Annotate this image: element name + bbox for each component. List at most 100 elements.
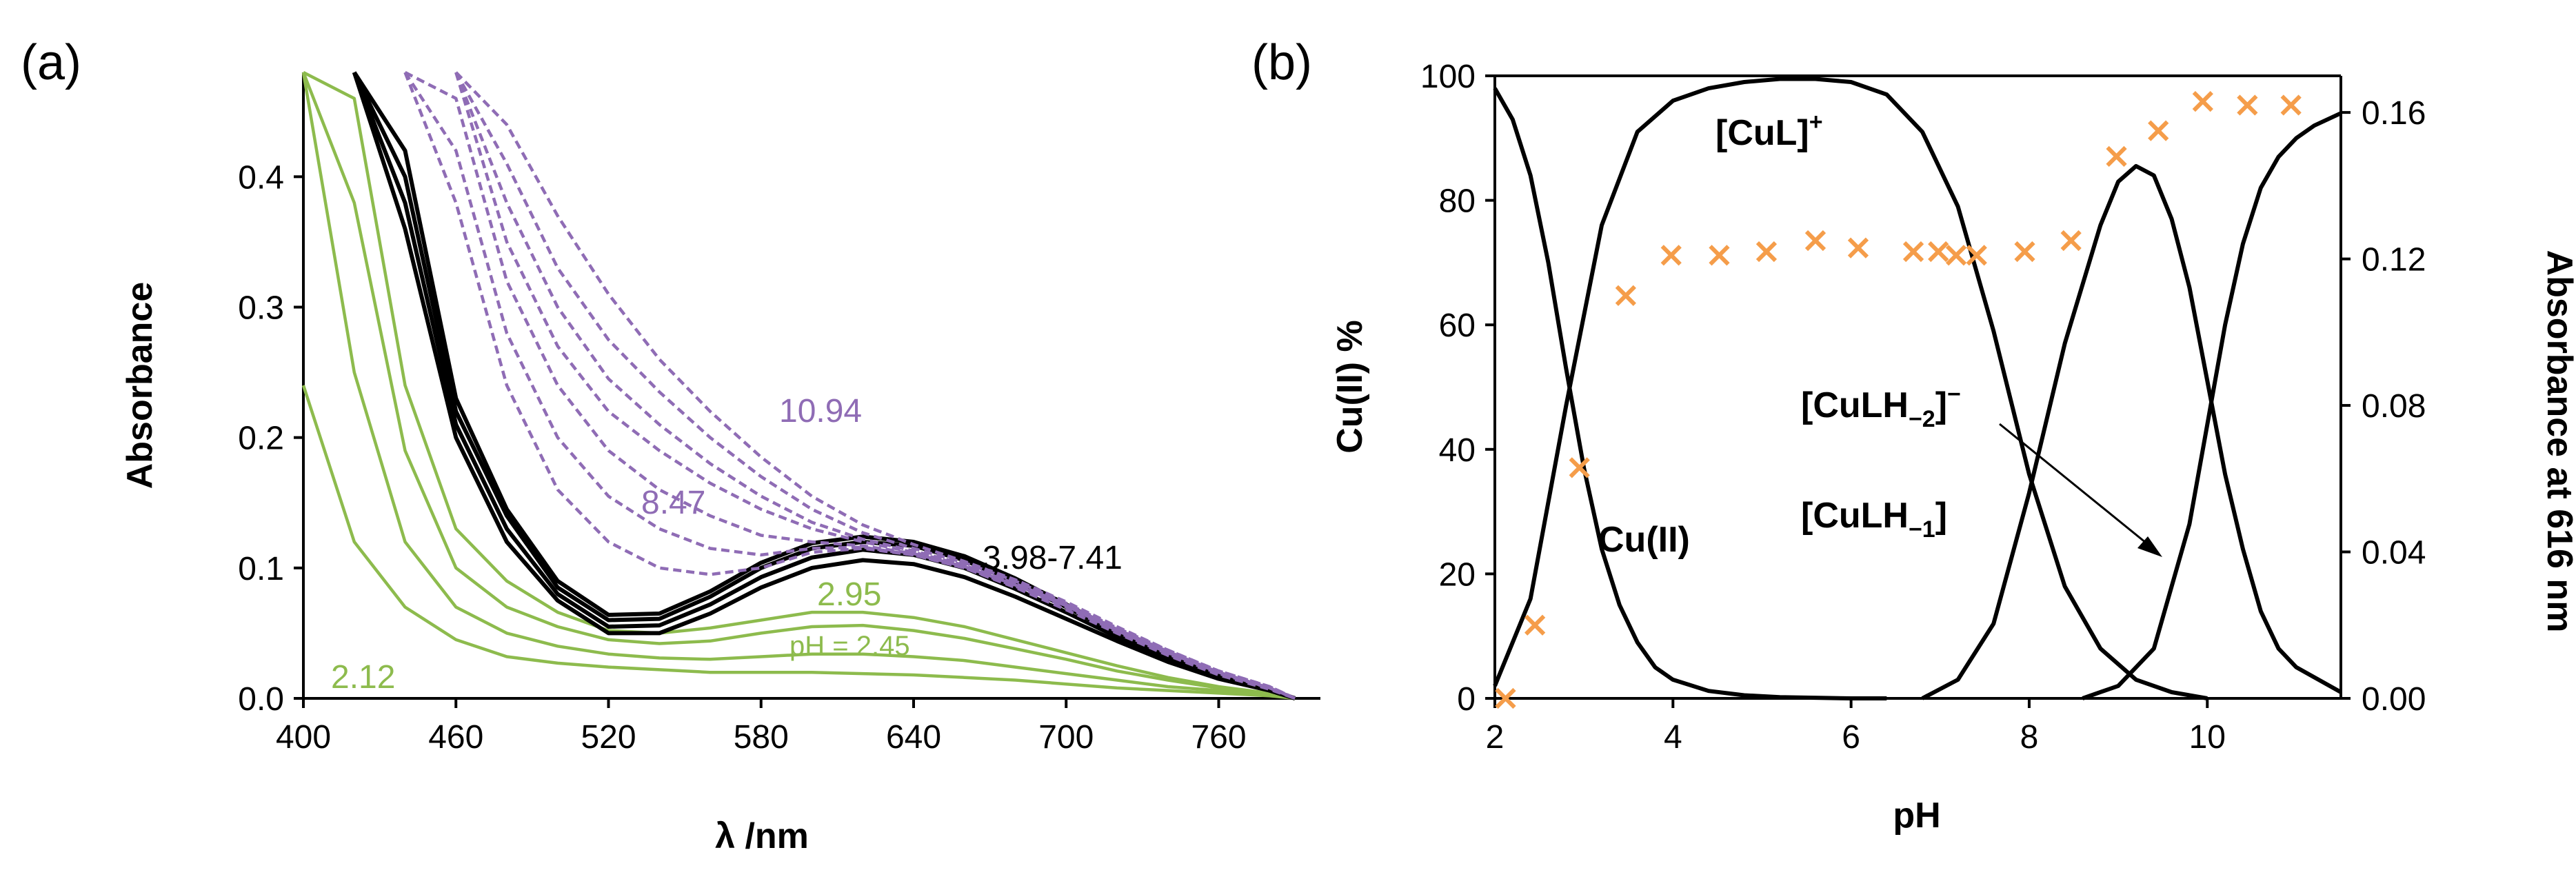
absorbance-point-stroke <box>1755 241 1778 263</box>
panel-b-y-title: Cu(II) % <box>1330 320 1370 454</box>
absorbance-point <box>2192 91 2213 112</box>
absorbance-point-stroke <box>2148 120 2169 141</box>
absorbance-point-stroke <box>1569 457 1590 478</box>
series-line-purple <box>454 71 1296 700</box>
x-tick-label: 10 <box>2189 719 2226 756</box>
y-tick-label: 60 <box>1439 307 1476 344</box>
absorbance-point <box>2014 241 2035 263</box>
species-label-culh2-text: [CuLH <box>1801 385 1909 425</box>
absorbance-point <box>2060 230 2082 252</box>
x-tick-label: 2 <box>1486 719 1505 756</box>
absorbance-point <box>1660 245 1682 266</box>
x-tick-label: 700 <box>1038 719 1094 756</box>
y-tick-label: 0.0 <box>238 681 284 718</box>
absorbance-point-stroke <box>1709 245 1730 266</box>
y-tick-label: 0.3 <box>238 290 284 327</box>
species-label-culh2-close: ] <box>1935 385 1947 425</box>
species-label-culh1-text: [CuLH <box>1801 496 1909 536</box>
y2-tick-label: 0.04 <box>2362 535 2426 572</box>
absorbance-point-stroke <box>2106 145 2127 167</box>
absorbance-point <box>1495 687 1516 709</box>
data-annotation: 2.95 <box>817 576 881 613</box>
x-tick-label: 640 <box>886 719 941 756</box>
y-tick-label: 40 <box>1439 432 1476 469</box>
x-tick-label: 520 <box>581 719 636 756</box>
absorbance-point-stroke <box>1660 245 1682 266</box>
x-tick-label: 400 <box>276 719 331 756</box>
series-line-black <box>352 72 1296 700</box>
species-arrow-line <box>1999 423 2157 553</box>
species-label-cul-text: [CuL] <box>1715 113 1809 153</box>
absorbance-point-stroke <box>1804 230 1827 252</box>
panel-b-y2-title: Absorbance at 616 nm <box>2539 250 2576 633</box>
y2-tick-label: 0.12 <box>2362 242 2426 279</box>
species-label-cul-sup: + <box>1809 109 1823 135</box>
absorbance-point <box>1804 230 1827 252</box>
series-line-purple <box>403 72 1296 700</box>
species-label-culh2: [CuLH−2]− <box>1801 381 1961 432</box>
absorbance-point <box>1966 245 1987 266</box>
species-label-culh1-sub: −1 <box>1909 516 1935 543</box>
series-line-green <box>301 385 1296 700</box>
panel-a-plot: 400 460 520 580 640 700 760 0.0 0.1 0.2 0.3 0.4 λ /… <box>120 70 1320 856</box>
species-label-culh2-sub: −2 <box>1909 406 1935 432</box>
species-label-culh1-close: ] <box>1935 496 1947 536</box>
absorbance-point <box>1569 457 1590 478</box>
panel-a-y-title: Absorbance <box>120 282 160 489</box>
species-label-culh2-sup: − <box>1947 381 1961 407</box>
absorbance-point <box>1755 241 1778 263</box>
series-line-green <box>302 70 1296 700</box>
y-tick-label: 20 <box>1439 556 1476 593</box>
absorbance-point <box>1709 245 1730 266</box>
panel-a-x-title: λ /nm <box>715 816 809 856</box>
absorbance-point-stroke <box>1945 245 1967 266</box>
y-tick-label: 0.2 <box>238 421 284 457</box>
absorbance-point-stroke <box>1847 237 1869 259</box>
species-curve <box>1493 87 1887 700</box>
absorbance-point-stroke <box>1966 245 1987 266</box>
y-tick-label: 0 <box>1457 681 1476 718</box>
species-curve <box>2082 111 2342 700</box>
absorbance-point <box>1524 614 1546 636</box>
series-line-green <box>301 72 1296 700</box>
x-tick-label: 760 <box>1191 719 1246 756</box>
absorbance-point-stroke <box>2237 94 2258 116</box>
y2-tick-label: 0.00 <box>2362 681 2426 718</box>
x-tick-label: 4 <box>1664 719 1682 756</box>
absorbance-point-stroke <box>2280 94 2302 116</box>
absorbance-point <box>1945 245 1967 266</box>
species-curve <box>1493 77 2208 700</box>
x-tick-label: 460 <box>428 719 483 756</box>
absorbance-point-stroke <box>1524 614 1546 636</box>
data-annotation: 10.94 <box>779 393 862 430</box>
y-tick-label: 100 <box>1420 59 1476 95</box>
panel-a-label: (a) <box>21 35 81 90</box>
species-label-culh1: [CuLH−1] <box>1801 496 1947 543</box>
absorbance-point-stroke <box>1902 241 1924 263</box>
y-tick-label: 80 <box>1439 183 1476 220</box>
absorbance-point <box>2106 145 2127 167</box>
y2-tick-label: 0.08 <box>2362 388 2426 425</box>
data-annotation: 3.98-7.41 <box>983 540 1123 576</box>
species-curve <box>1921 163 2342 700</box>
series-line-purple <box>403 71 1296 700</box>
absorbance-point <box>2280 94 2302 116</box>
species-label-cu: Cu(II) <box>1598 520 1690 560</box>
absorbance-point-stroke <box>2060 230 2082 252</box>
absorbance-point <box>2148 120 2169 141</box>
species-arrow-head <box>2137 536 2162 557</box>
absorbance-point <box>1928 241 1949 263</box>
x-tick-label: 8 <box>2020 719 2039 756</box>
absorbance-point-stroke <box>1495 687 1516 709</box>
panel-b-label: (b) <box>1251 35 1312 90</box>
y-tick-label: 0.4 <box>238 159 284 196</box>
data-annotation: 8.47 <box>641 485 705 521</box>
absorbance-point-stroke <box>1928 241 1949 263</box>
data-annotation: 2.12 <box>331 659 395 696</box>
absorbance-point-stroke <box>2192 91 2213 112</box>
x-tick-label: 580 <box>734 719 789 756</box>
x-tick-label: 6 <box>1842 719 1860 756</box>
y-tick-label: 0.1 <box>238 551 284 587</box>
